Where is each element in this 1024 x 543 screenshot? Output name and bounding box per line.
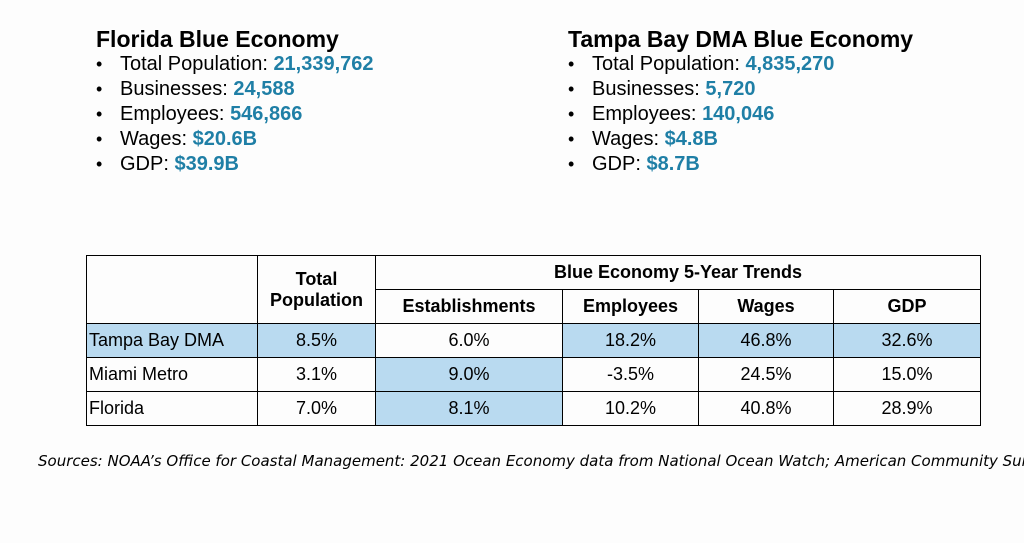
table-cell: 28.9%	[833, 391, 981, 426]
florida-value: 546,866	[230, 103, 303, 125]
table-cell: 9.0%	[375, 357, 563, 392]
table-row: Florida 7.0% 8.1% 10.2% 40.8% 28.9%	[86, 391, 981, 426]
tampa-list: • Total Population: 4,835,270 • Businesses…	[568, 52, 913, 177]
florida-title: Florida Blue Economy	[96, 26, 339, 52]
table-cell: 6.0%	[375, 323, 563, 358]
tampa-label: Employees:	[592, 103, 703, 125]
bullet-icon: •	[568, 154, 575, 174]
florida-label: Total Population:	[120, 53, 274, 75]
florida-value: 24,588	[233, 78, 295, 100]
table-cell: 8.5%	[257, 323, 376, 358]
table-cell: 3.1%	[257, 357, 376, 392]
list-item: • Wages: $20.6B	[96, 127, 374, 152]
table-cell: 7.0%	[257, 391, 376, 426]
tampa-value: $8.7B	[646, 153, 700, 175]
tampa-label: Wages:	[592, 128, 665, 150]
population-header-line1: Total	[295, 268, 338, 289]
tampa-label: Businesses:	[592, 78, 706, 100]
list-item: • Total Population: 4,835,270	[568, 52, 913, 77]
tampa-value: 5,720	[705, 78, 756, 100]
column-header: Establishments	[375, 289, 563, 324]
row-name: Florida	[86, 391, 258, 426]
bullet-icon: •	[568, 54, 575, 74]
florida-value: $20.6B	[192, 128, 258, 150]
table-cell: -3.5%	[562, 357, 699, 392]
list-item: • Employees: 546,866	[96, 102, 374, 127]
population-header-line2: Population	[270, 289, 363, 310]
florida-value: $39.9B	[174, 153, 239, 175]
tampa-value: 4,835,270	[745, 53, 835, 75]
column-header: Employees	[562, 289, 699, 324]
bullet-icon: •	[568, 104, 575, 124]
table-row: Miami Metro 3.1% 9.0% -3.5% 24.5% 15.0%	[86, 357, 981, 392]
table-cell: 18.2%	[562, 323, 699, 358]
table-cell: 10.2%	[562, 391, 699, 426]
row-name: Miami Metro	[86, 357, 258, 392]
column-header: Wages	[698, 289, 834, 324]
table-cell: 15.0%	[833, 357, 981, 392]
list-item: • Businesses: 24,588	[96, 77, 374, 102]
florida-label: Employees:	[120, 103, 231, 125]
bullet-icon: •	[96, 79, 103, 99]
table-cell: 32.6%	[833, 323, 981, 358]
table-cell: 46.8%	[698, 323, 834, 358]
florida-label: Wages:	[120, 128, 193, 150]
table-cell: 40.8%	[698, 391, 834, 426]
bullet-icon: •	[568, 129, 575, 149]
bullet-icon: •	[96, 104, 103, 124]
florida-label: Businesses:	[120, 78, 234, 100]
row-name: Tampa Bay DMA	[86, 323, 258, 358]
corner-cell	[86, 255, 258, 324]
tampa-value: 140,046	[702, 103, 775, 125]
population-header: Total Population	[257, 255, 376, 324]
column-header: GDP	[833, 289, 981, 324]
list-item: • GDP: $39.9B	[96, 152, 374, 177]
list-item: • Wages: $4.8B	[568, 127, 913, 152]
bullet-icon: •	[96, 129, 103, 149]
tampa-label: Total Population:	[592, 53, 746, 75]
florida-value: 21,339,762	[273, 53, 374, 75]
tampa-label: GDP:	[592, 153, 647, 175]
table-row: Tampa Bay DMA 8.5% 6.0% 18.2% 46.8% 32.6…	[86, 323, 981, 358]
bullet-icon: •	[96, 154, 103, 174]
table-header-row: Establishments Employees Wages GDP	[87, 289, 981, 324]
table-cell: 8.1%	[375, 391, 563, 426]
florida-list: • Total Population: 21,339,762 • Businesse…	[96, 52, 374, 177]
list-item: • Employees: 140,046	[568, 102, 913, 127]
bullet-icon: •	[568, 79, 575, 99]
list-item: • Businesses: 5,720	[568, 77, 913, 102]
table-cell: 24.5%	[698, 357, 834, 392]
tampa-title: Tampa Bay DMA Blue Economy	[568, 26, 914, 52]
florida-panel: Florida Blue Economy • Total Population: …	[96, 26, 374, 177]
list-item: • GDP: $8.7B	[568, 152, 913, 177]
florida-label: GDP:	[120, 153, 175, 175]
tampa-value: $4.8B	[664, 128, 718, 150]
table-header-row: Total Population Blue Economy 5-Year Tren…	[86, 255, 981, 324]
tampa-panel: Tampa Bay DMA Blue Economy • Total Popula…	[568, 26, 913, 177]
list-item: • Total Population: 21,339,762	[96, 52, 374, 77]
sources-note: Sources: NOAA’s Office for Coastal Manag…	[38, 452, 1024, 470]
bullet-icon: •	[96, 54, 103, 74]
group-header: Blue Economy 5-Year Trends	[375, 255, 981, 290]
trends-table: Total Population Blue Economy 5-Year Tren…	[86, 255, 981, 426]
